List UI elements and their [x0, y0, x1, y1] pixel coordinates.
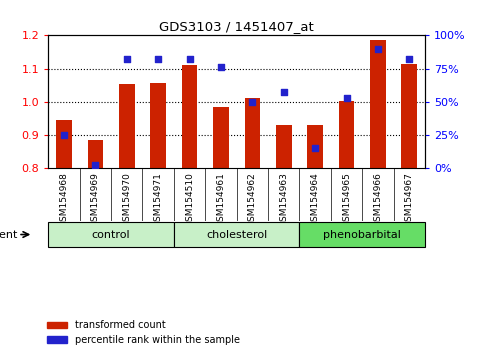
FancyBboxPatch shape — [174, 222, 299, 247]
Bar — [307, 125, 323, 168]
Bar — [87, 140, 103, 168]
Text: GSM154967: GSM154967 — [405, 172, 414, 227]
Text: agent: agent — [0, 229, 18, 240]
Bar — [244, 98, 260, 168]
Bar — [401, 64, 417, 168]
Bar — [213, 107, 229, 168]
Point — [155, 56, 162, 62]
Text: GSM154510: GSM154510 — [185, 172, 194, 227]
Text: GSM154965: GSM154965 — [342, 172, 351, 227]
Text: GSM154971: GSM154971 — [154, 172, 163, 227]
Bar — [119, 84, 135, 168]
Bar — [370, 40, 386, 168]
Bar — [150, 83, 166, 168]
Point — [185, 56, 193, 62]
Text: GSM154969: GSM154969 — [91, 172, 100, 227]
Point — [343, 95, 351, 101]
Text: GSM154966: GSM154966 — [373, 172, 383, 227]
Point — [406, 56, 413, 62]
Bar — [56, 120, 72, 168]
Text: cholesterol: cholesterol — [206, 229, 267, 240]
Title: GDS3103 / 1451407_at: GDS3103 / 1451407_at — [159, 20, 314, 33]
Text: phenobarbital: phenobarbital — [323, 229, 401, 240]
Text: GSM154968: GSM154968 — [59, 172, 69, 227]
Point — [249, 99, 256, 105]
Bar — [339, 102, 355, 168]
Point — [92, 163, 99, 169]
Bar — [276, 125, 292, 168]
Point — [280, 90, 288, 95]
Text: GSM154964: GSM154964 — [311, 172, 320, 227]
Point — [60, 132, 68, 138]
Text: GSM154961: GSM154961 — [216, 172, 226, 227]
Point — [217, 64, 225, 70]
Legend: transformed count, percentile rank within the sample: transformed count, percentile rank withi… — [43, 316, 243, 349]
Point — [312, 145, 319, 151]
Text: GSM154970: GSM154970 — [122, 172, 131, 227]
Point — [123, 56, 130, 62]
Point — [374, 46, 382, 51]
Text: GSM154962: GSM154962 — [248, 172, 257, 227]
Text: GSM154963: GSM154963 — [279, 172, 288, 227]
FancyBboxPatch shape — [299, 222, 425, 247]
Text: control: control — [92, 229, 130, 240]
FancyBboxPatch shape — [48, 222, 174, 247]
Bar — [182, 64, 198, 168]
